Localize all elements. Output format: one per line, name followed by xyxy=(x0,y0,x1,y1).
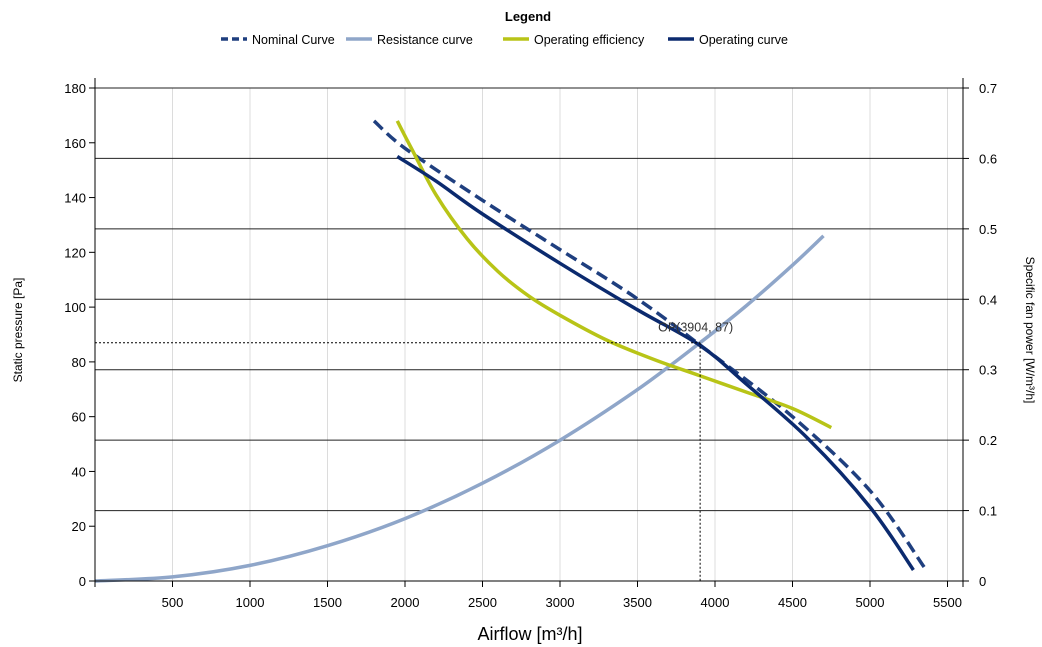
legend-label: Operating efficiency xyxy=(534,33,645,47)
x-tick-label: 3000 xyxy=(546,595,575,610)
y-tick-label: 160 xyxy=(64,136,86,151)
y-tick-label: 180 xyxy=(64,81,86,96)
legend-label: Nominal Curve xyxy=(252,33,335,47)
x-tick-label: 1000 xyxy=(236,595,265,610)
y-tick-label: 80 xyxy=(72,355,86,370)
legend-entry-resistance-curve: Resistance curve xyxy=(346,33,473,47)
x-tick-label: 2500 xyxy=(468,595,497,610)
legend-title: Legend xyxy=(505,9,551,24)
x-tick-label: 2000 xyxy=(391,595,420,610)
y2-tick-label: 0.1 xyxy=(979,504,997,519)
y-tick-label: 140 xyxy=(64,191,86,206)
x-tick-label: 5500 xyxy=(933,595,962,610)
x-tick-label: 4000 xyxy=(701,595,730,610)
x-tick-label: 3500 xyxy=(623,595,652,610)
legend-entry-nominal-curve: Nominal Curve xyxy=(221,33,335,47)
y2-axis-label: Specific fan power [W/m³/h] xyxy=(1023,257,1037,404)
series-line-operating-curve xyxy=(396,155,915,571)
y-tick-label: 20 xyxy=(72,519,86,534)
y-axis-label: Static pressure [Pa] xyxy=(11,278,25,383)
x-tick-label: 5000 xyxy=(856,595,885,610)
legend-entry-operating-curve: Operating curve xyxy=(668,33,788,47)
legend-label: Operating curve xyxy=(699,33,788,47)
series xyxy=(94,119,926,583)
y-tick-label: 60 xyxy=(72,410,86,425)
series-line-resistance-curve xyxy=(94,234,825,583)
y2-tick-label: 0.7 xyxy=(979,81,997,96)
x-tick-label: 1500 xyxy=(313,595,342,610)
y-tick-label: 100 xyxy=(64,300,86,315)
legend: Legend Nominal Curve Resistance curve Oper… xyxy=(221,9,788,47)
legend-entry-operating-efficiency: Operating efficiency xyxy=(503,33,645,47)
series-line-nominal-curve xyxy=(372,119,926,569)
x-tick-label: 4500 xyxy=(778,595,807,610)
x-axis-label: Airflow [m³/h] xyxy=(477,624,582,644)
y2-tick-label: 0 xyxy=(979,574,986,589)
y2-tick-label: 0.3 xyxy=(979,363,997,378)
y2-tick-label: 0.5 xyxy=(979,222,997,237)
axes: 500 1000 1500 2000 2500 3000 3500 4000 4500 5000 5… xyxy=(64,78,997,610)
y2-tick-label: 0.2 xyxy=(979,433,997,448)
operating-point-label: OP(3904, 87) xyxy=(658,321,733,335)
annotations: OP(3904, 87) xyxy=(95,321,733,581)
x-tick-label: 500 xyxy=(162,595,184,610)
y-tick-label: 0 xyxy=(79,574,86,589)
y2-tick-label: 0.4 xyxy=(979,292,997,307)
y2-tick-label: 0.6 xyxy=(979,151,997,166)
y-tick-label: 120 xyxy=(64,245,86,260)
grid xyxy=(95,87,963,581)
legend-label: Resistance curve xyxy=(377,33,473,47)
y-tick-label: 40 xyxy=(72,464,86,479)
series-line-operating-efficiency xyxy=(395,120,833,430)
